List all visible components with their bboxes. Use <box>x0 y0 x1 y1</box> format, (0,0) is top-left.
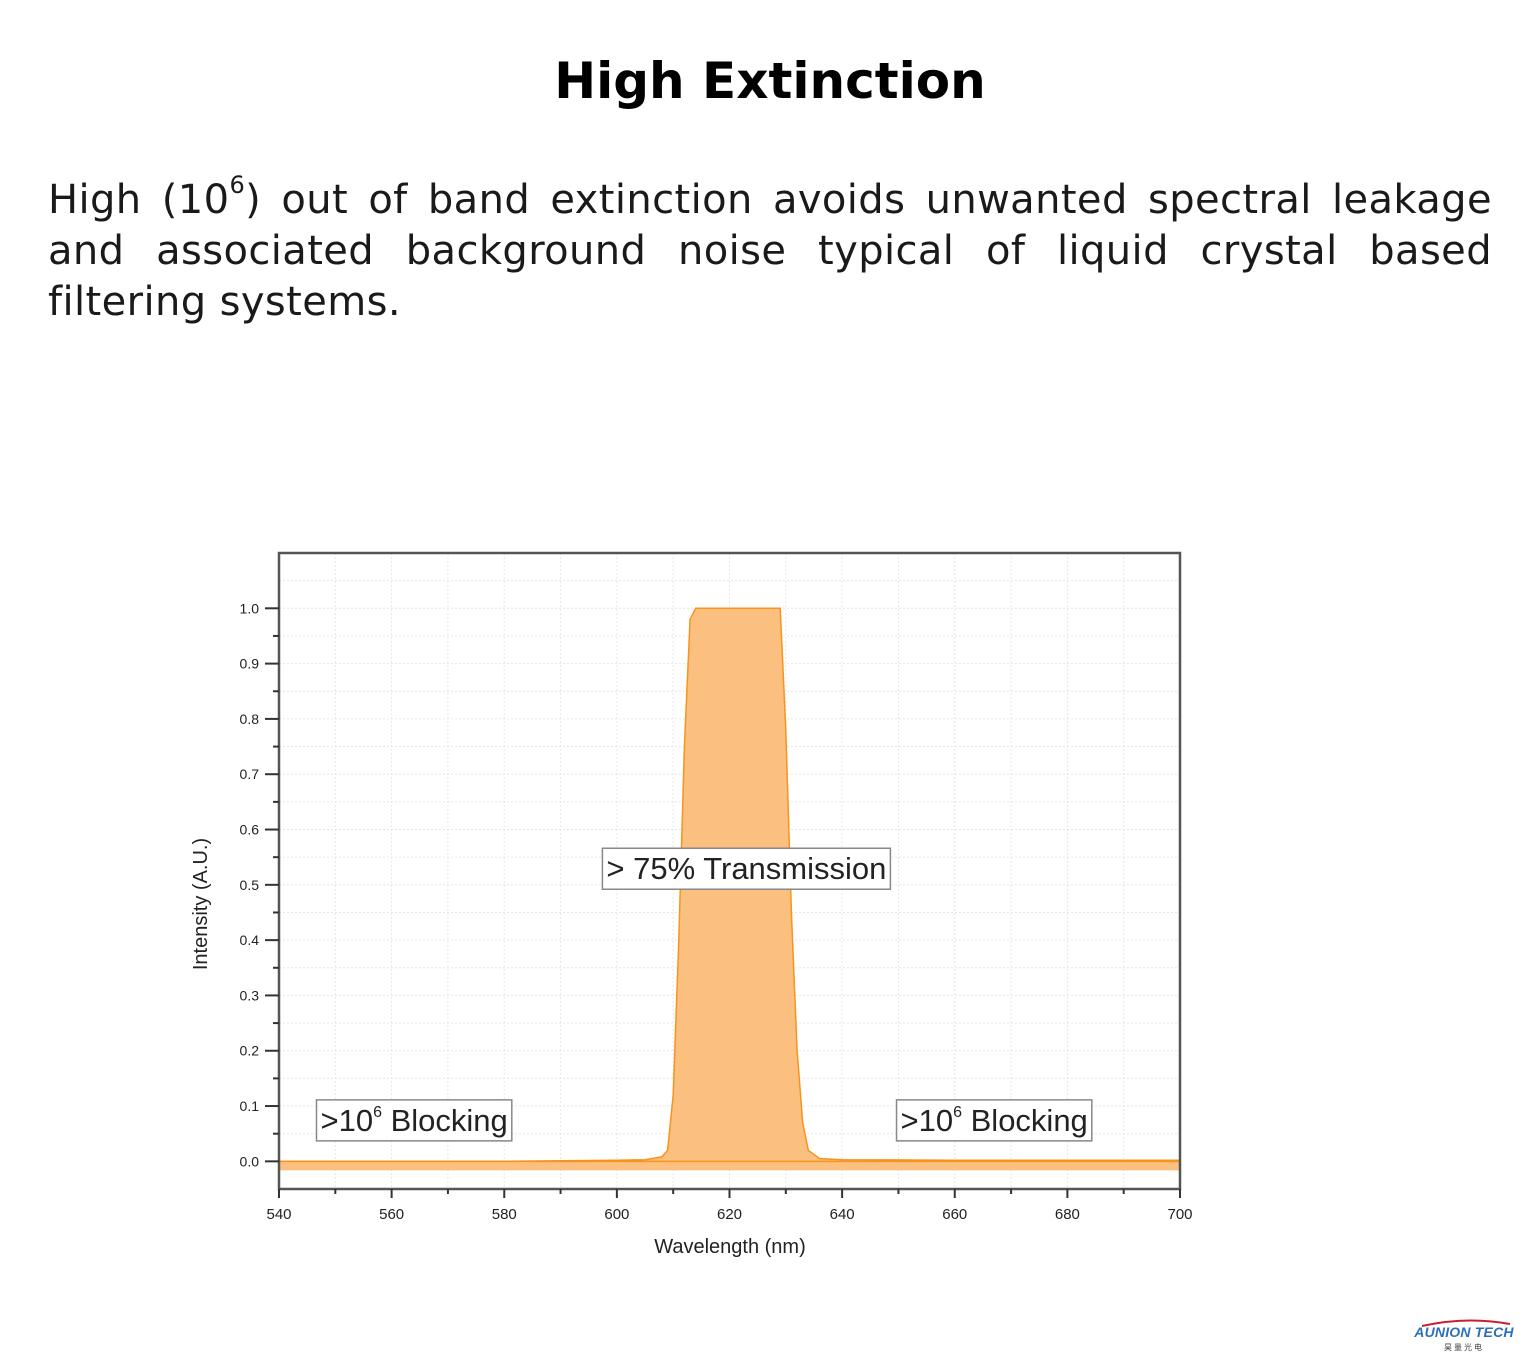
annotation-main: >10 <box>901 1103 954 1138</box>
logo-swoosh-icon <box>1421 1319 1511 1327</box>
x-tick-label: 660 <box>942 1206 967 1223</box>
series-baseline-fill <box>279 1161 1180 1171</box>
annotation-box: >106 Blocking <box>315 1099 513 1142</box>
annotation-box: >106 Blocking <box>895 1099 1093 1142</box>
y-tick-label: 0.5 <box>240 877 260 893</box>
intro-exponent: 6 <box>229 171 246 199</box>
grid-lines <box>279 553 1180 1189</box>
y-tick-label: 0.2 <box>240 1043 260 1059</box>
intro-text-rest: ) out of band extinction avoids unwanted… <box>48 177 1492 325</box>
aunion-tech-logo: AUNION TECH 昊量光电 <box>1414 1318 1514 1356</box>
logo-subtitle: 昊量光电 <box>1444 1343 1484 1352</box>
y-tick-label: 1.0 <box>240 600 260 616</box>
annotation-text: > 75% Transmission <box>606 851 886 886</box>
page-title: High Extinction <box>554 52 986 110</box>
x-axis: 540 560 580 600 620 640 660 680 700 <box>266 1189 1193 1223</box>
annotation-exponent: 6 <box>373 1104 382 1121</box>
y-tick-label: 0.8 <box>240 711 260 727</box>
x-tick-label: 680 <box>1055 1206 1080 1223</box>
x-tick-label: 700 <box>1167 1206 1192 1223</box>
intro-paragraph: High (106) out of band extinction avoids… <box>48 173 1492 328</box>
y-tick-label: 0.7 <box>240 766 260 782</box>
y-axis: 0.0 0.1 0.2 0.3 0.4 0.5 0.6 0.7 0.8 0.9 1.0 <box>240 600 279 1169</box>
annotation-text: >106 Blocking <box>901 1103 1088 1138</box>
annotation-frame <box>895 1099 1093 1142</box>
y-tick-label: 0.4 <box>240 932 260 948</box>
x-tick-label: 640 <box>830 1206 855 1223</box>
y-tick-label: 0.3 <box>240 987 260 1003</box>
x-tick-label: 620 <box>717 1206 742 1223</box>
y-tick-label: 0.0 <box>240 1153 260 1169</box>
y-axis-label: Intensity (A.U.) <box>190 838 212 970</box>
annotation-frame <box>315 1099 513 1142</box>
annotation-frame <box>601 847 892 890</box>
annotation-exponent: 6 <box>953 1104 962 1121</box>
annotation-main: >10 <box>321 1103 374 1138</box>
x-tick-label: 600 <box>604 1206 629 1223</box>
annotation-text: >106 Blocking <box>321 1103 508 1138</box>
intro-text-start: High (10 <box>48 177 230 223</box>
x-axis-label: Wavelength (nm) <box>654 1236 806 1258</box>
x-tick-label: 540 <box>266 1206 291 1223</box>
annotations: > 75% Transmission>106 Blocking >106 Bloc… <box>315 847 1093 1142</box>
y-tick-label: 0.9 <box>240 656 260 672</box>
x-tick-label: 580 <box>492 1206 517 1223</box>
spectrum-chart: > 75% Transmission>106 Blocking >106 Bloc… <box>190 551 1193 1258</box>
annotation-rest: Blocking <box>962 1103 1088 1138</box>
x-tick-label: 560 <box>379 1206 404 1223</box>
y-tick-label: 0.6 <box>240 822 260 838</box>
annotation-rest: Blocking <box>382 1103 508 1138</box>
logo-name: AUNION TECH <box>1414 1324 1514 1340</box>
y-tick-label: 0.1 <box>240 1098 260 1114</box>
annotation-box: > 75% Transmission <box>601 847 892 890</box>
